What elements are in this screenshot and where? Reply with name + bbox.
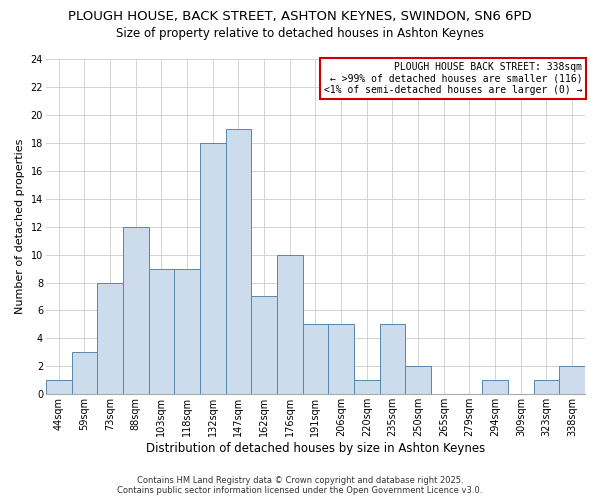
Bar [482, 380, 508, 394]
Bar [149, 268, 174, 394]
Bar [354, 380, 380, 394]
Bar [71, 352, 97, 395]
Text: PLOUGH HOUSE BACK STREET: 338sqm
← >99% of detached houses are smaller (116)
<1%: PLOUGH HOUSE BACK STREET: 338sqm ← >99% … [324, 62, 582, 95]
Y-axis label: Number of detached properties: Number of detached properties [15, 139, 25, 314]
X-axis label: Distribution of detached houses by size in Ashton Keynes: Distribution of detached houses by size … [146, 442, 485, 455]
Text: Size of property relative to detached houses in Ashton Keynes: Size of property relative to detached ho… [116, 28, 484, 40]
Bar [123, 226, 149, 394]
Bar [533, 380, 559, 394]
Bar [380, 324, 405, 394]
Bar [97, 282, 123, 395]
Bar [251, 296, 277, 394]
Bar [277, 254, 302, 394]
Bar [559, 366, 585, 394]
Bar [405, 366, 431, 394]
Bar [328, 324, 354, 394]
Bar [302, 324, 328, 394]
Bar [46, 380, 71, 394]
Text: Contains HM Land Registry data © Crown copyright and database right 2025.
Contai: Contains HM Land Registry data © Crown c… [118, 476, 482, 495]
Bar [226, 129, 251, 394]
Text: PLOUGH HOUSE, BACK STREET, ASHTON KEYNES, SWINDON, SN6 6PD: PLOUGH HOUSE, BACK STREET, ASHTON KEYNES… [68, 10, 532, 23]
Bar [200, 143, 226, 395]
Bar [174, 268, 200, 394]
